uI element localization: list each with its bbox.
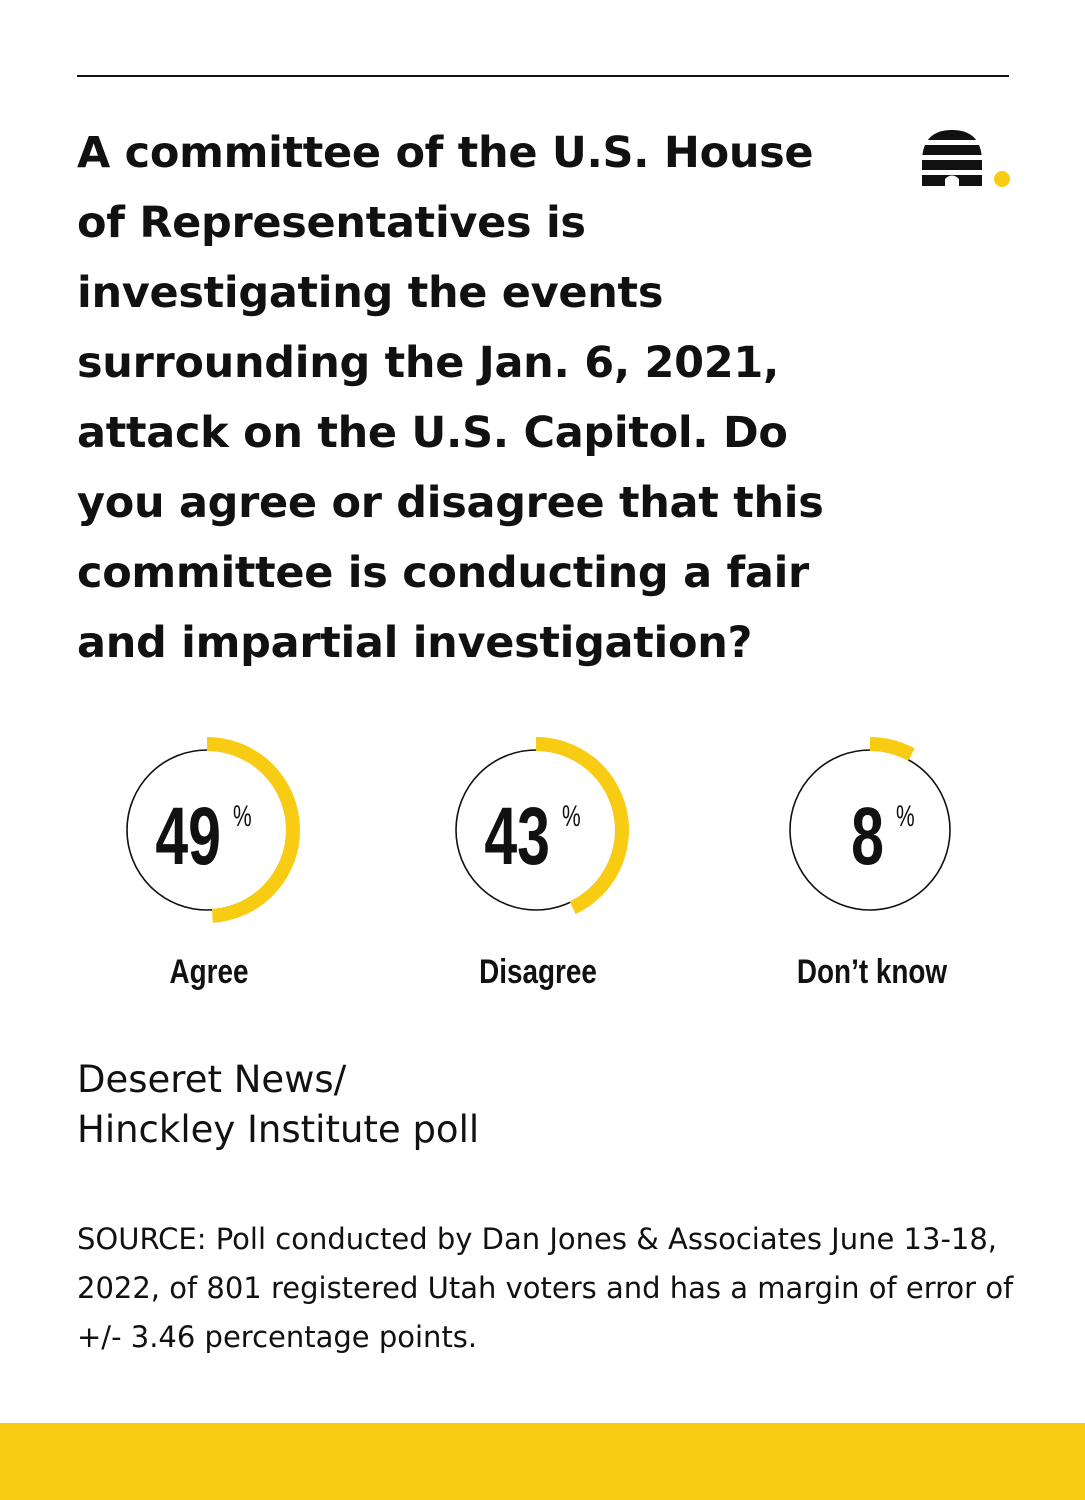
unit-agree: % (233, 801, 252, 833)
label-agree: Agree (170, 952, 249, 990)
donut-chart: 49% Agree 43% Disagree 8% Don’t know (0, 720, 1085, 1020)
source-note: SOURCE: Poll conducted by Dan Jones & As… (77, 1222, 1014, 1354)
chart-svg: 49 % Agree 43 % Disagree 8 % Don’t know (126, 737, 951, 991)
beehive-icon (922, 130, 1010, 187)
label-don-t-know: Don’t know (797, 952, 948, 990)
arc-agree (206, 737, 300, 923)
value-disagree: 43 (484, 791, 550, 883)
value-agree: 49 (155, 791, 221, 883)
top-rule (77, 75, 1009, 77)
value-don-t-know: 8 (851, 791, 884, 883)
poll-title-line-1: Deseret News/ (77, 1058, 347, 1101)
poll-title-line-2: Hinckley Institute poll (77, 1108, 480, 1151)
footer-band (0, 1423, 1085, 1500)
question-heading: A committee of the U.S. House of Represe… (77, 128, 824, 668)
arc-don-t-know (869, 737, 915, 761)
unit-disagree: % (562, 801, 581, 833)
poll-title: Deseret News/ Hinckley Institute poll (77, 1055, 479, 1155)
arc-disagree (535, 737, 630, 915)
label-disagree: Disagree (479, 952, 597, 990)
unit-don-t-know: % (896, 801, 915, 833)
